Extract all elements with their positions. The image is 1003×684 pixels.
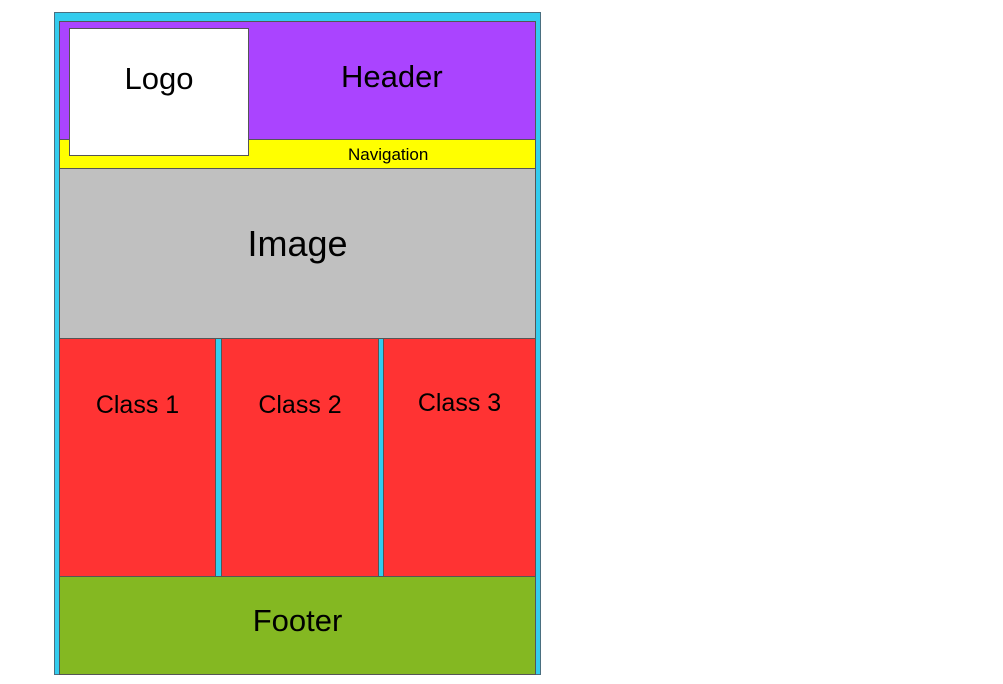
class-3-label: Class 3	[417, 389, 502, 417]
class-1-label: Class 1	[95, 391, 180, 419]
class-2-label: Class 2	[258, 391, 342, 419]
class-1-block: Class 1	[59, 338, 216, 577]
header-label: Header	[341, 59, 443, 94]
class-3-block: Class 3	[383, 338, 536, 577]
footer-block: Footer	[59, 576, 536, 675]
image-block: Image	[59, 168, 536, 339]
navigation-label: Navigation	[348, 145, 429, 164]
logo-block: Logo	[69, 28, 249, 156]
footer-label: Footer	[252, 603, 343, 638]
logo-label: Logo	[124, 61, 194, 96]
class-2-block: Class 2	[221, 338, 379, 577]
image-label: Image	[247, 222, 348, 264]
